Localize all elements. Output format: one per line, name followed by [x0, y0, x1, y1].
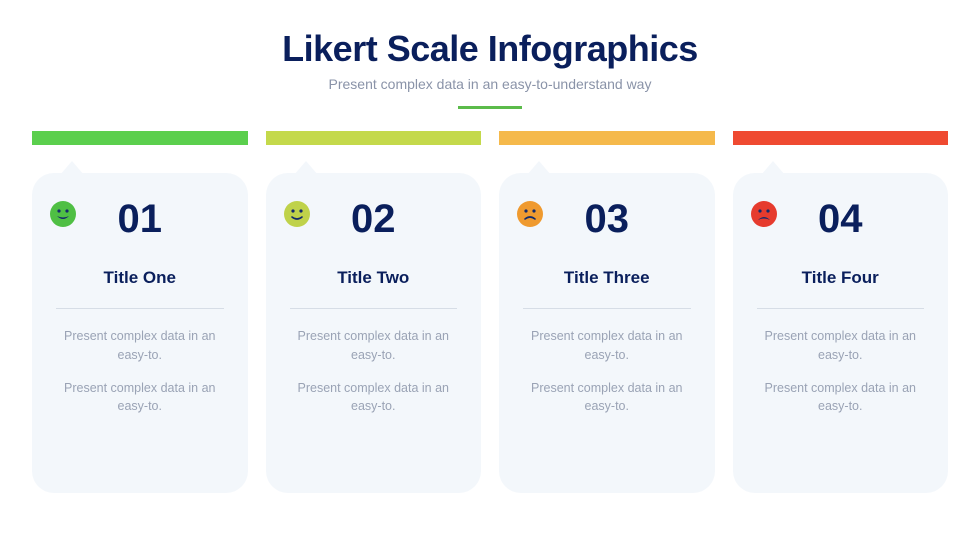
card-number: 01: [50, 197, 230, 242]
mood-face-icon: [517, 201, 543, 227]
card-body-text-1: Present complex data in an easy-to.: [517, 327, 697, 365]
header: Likert Scale Infographics Present comple…: [0, 0, 980, 109]
card-top: 02: [284, 197, 464, 242]
card-title: Title Two: [284, 268, 464, 288]
card-divider: [523, 308, 691, 309]
card-top: 03: [517, 197, 697, 242]
scale-segment-3: [499, 131, 715, 145]
card-4: 04 Title Four Present complex data in an…: [733, 173, 949, 493]
scale-segment-2: [266, 131, 482, 145]
card-divider: [757, 308, 925, 309]
scale-bar: [0, 131, 980, 145]
card-divider: [290, 308, 458, 309]
title-underline: [458, 106, 522, 109]
page-title: Likert Scale Infographics: [0, 28, 980, 70]
card-2: 02 Title Two Present complex data in an …: [266, 173, 482, 493]
card-1: 01 Title One Present complex data in an …: [32, 173, 248, 493]
card-body: 03 Title Three Present complex data in a…: [499, 173, 715, 493]
card-title: Title Four: [751, 268, 931, 288]
card-body-text-2: Present complex data in an easy-to.: [50, 379, 230, 417]
card-body-text-2: Present complex data in an easy-to.: [751, 379, 931, 417]
mood-face-icon: [50, 201, 76, 227]
card-body: 02 Title Two Present complex data in an …: [266, 173, 482, 493]
card-divider: [56, 308, 224, 309]
cards-row: 01 Title One Present complex data in an …: [0, 173, 980, 493]
scale-segment-4: [733, 131, 949, 145]
card-body-text-1: Present complex data in an easy-to.: [284, 327, 464, 365]
card-body-text-2: Present complex data in an easy-to.: [284, 379, 464, 417]
mood-face-icon: [751, 201, 777, 227]
card-body: 01 Title One Present complex data in an …: [32, 173, 248, 493]
card-number: 02: [284, 197, 464, 242]
card-top: 04: [751, 197, 931, 242]
mood-face-icon: [284, 201, 310, 227]
card-body-text-1: Present complex data in an easy-to.: [751, 327, 931, 365]
page-subtitle: Present complex data in an easy-to-under…: [0, 76, 980, 92]
scale-segment-1: [32, 131, 248, 145]
card-3: 03 Title Three Present complex data in a…: [499, 173, 715, 493]
card-number: 03: [517, 197, 697, 242]
card-body: 04 Title Four Present complex data in an…: [733, 173, 949, 493]
card-title: Title Three: [517, 268, 697, 288]
card-body-text-2: Present complex data in an easy-to.: [517, 379, 697, 417]
card-top: 01: [50, 197, 230, 242]
card-number: 04: [751, 197, 931, 242]
card-body-text-1: Present complex data in an easy-to.: [50, 327, 230, 365]
card-title: Title One: [50, 268, 230, 288]
